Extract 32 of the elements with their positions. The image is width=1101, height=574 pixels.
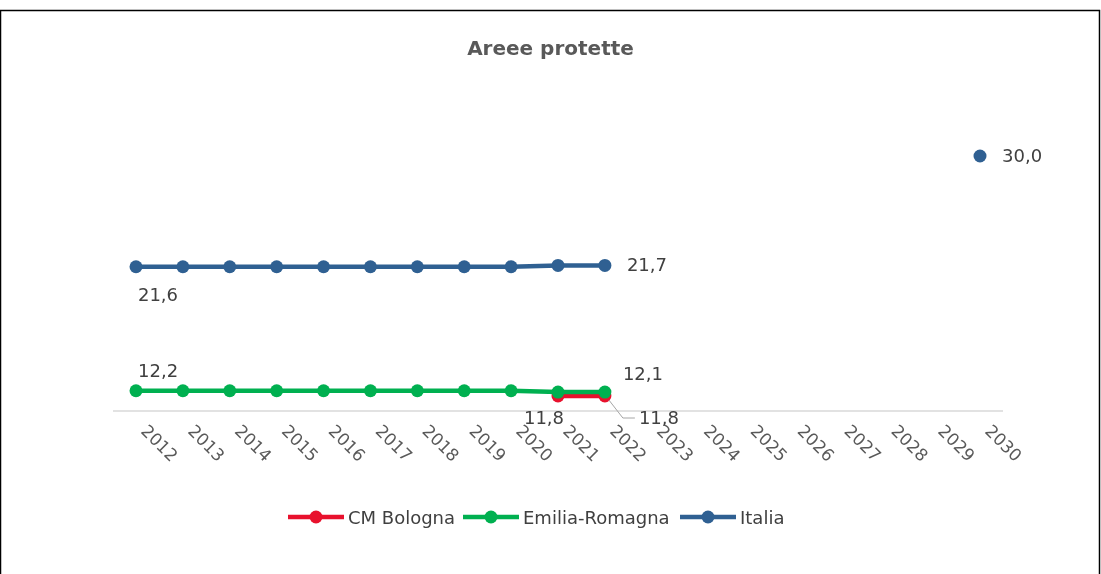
- chart-title: Areee protette: [467, 36, 634, 60]
- point: [129, 260, 143, 274]
- point: [317, 384, 331, 398]
- point: [457, 260, 471, 274]
- point: [270, 260, 284, 274]
- point: [363, 260, 377, 274]
- point: [410, 260, 424, 274]
- point: [223, 260, 237, 274]
- point: [176, 260, 190, 274]
- point: [504, 260, 518, 274]
- point: [223, 384, 237, 398]
- data-label: 21,7: [626, 254, 667, 276]
- data-label: 12,2: [138, 359, 179, 381]
- legend-label: Italia: [740, 507, 785, 528]
- point: [317, 260, 331, 274]
- point: [598, 385, 612, 399]
- data-label: 30,0: [1002, 145, 1043, 166]
- point: [598, 258, 612, 272]
- point: [410, 384, 424, 398]
- point: [176, 384, 190, 398]
- point: [457, 384, 471, 398]
- legend-label: Emilia-Romagna: [523, 507, 670, 528]
- point: [504, 384, 518, 398]
- data-label: 21,6: [137, 283, 179, 305]
- legend-label: CM Bologna: [348, 507, 456, 528]
- point: [363, 384, 377, 398]
- point: [973, 149, 987, 163]
- point: [551, 385, 565, 399]
- data-label: 12,1: [622, 363, 663, 385]
- point: [129, 384, 143, 398]
- point: [270, 384, 284, 398]
- point: [551, 258, 565, 272]
